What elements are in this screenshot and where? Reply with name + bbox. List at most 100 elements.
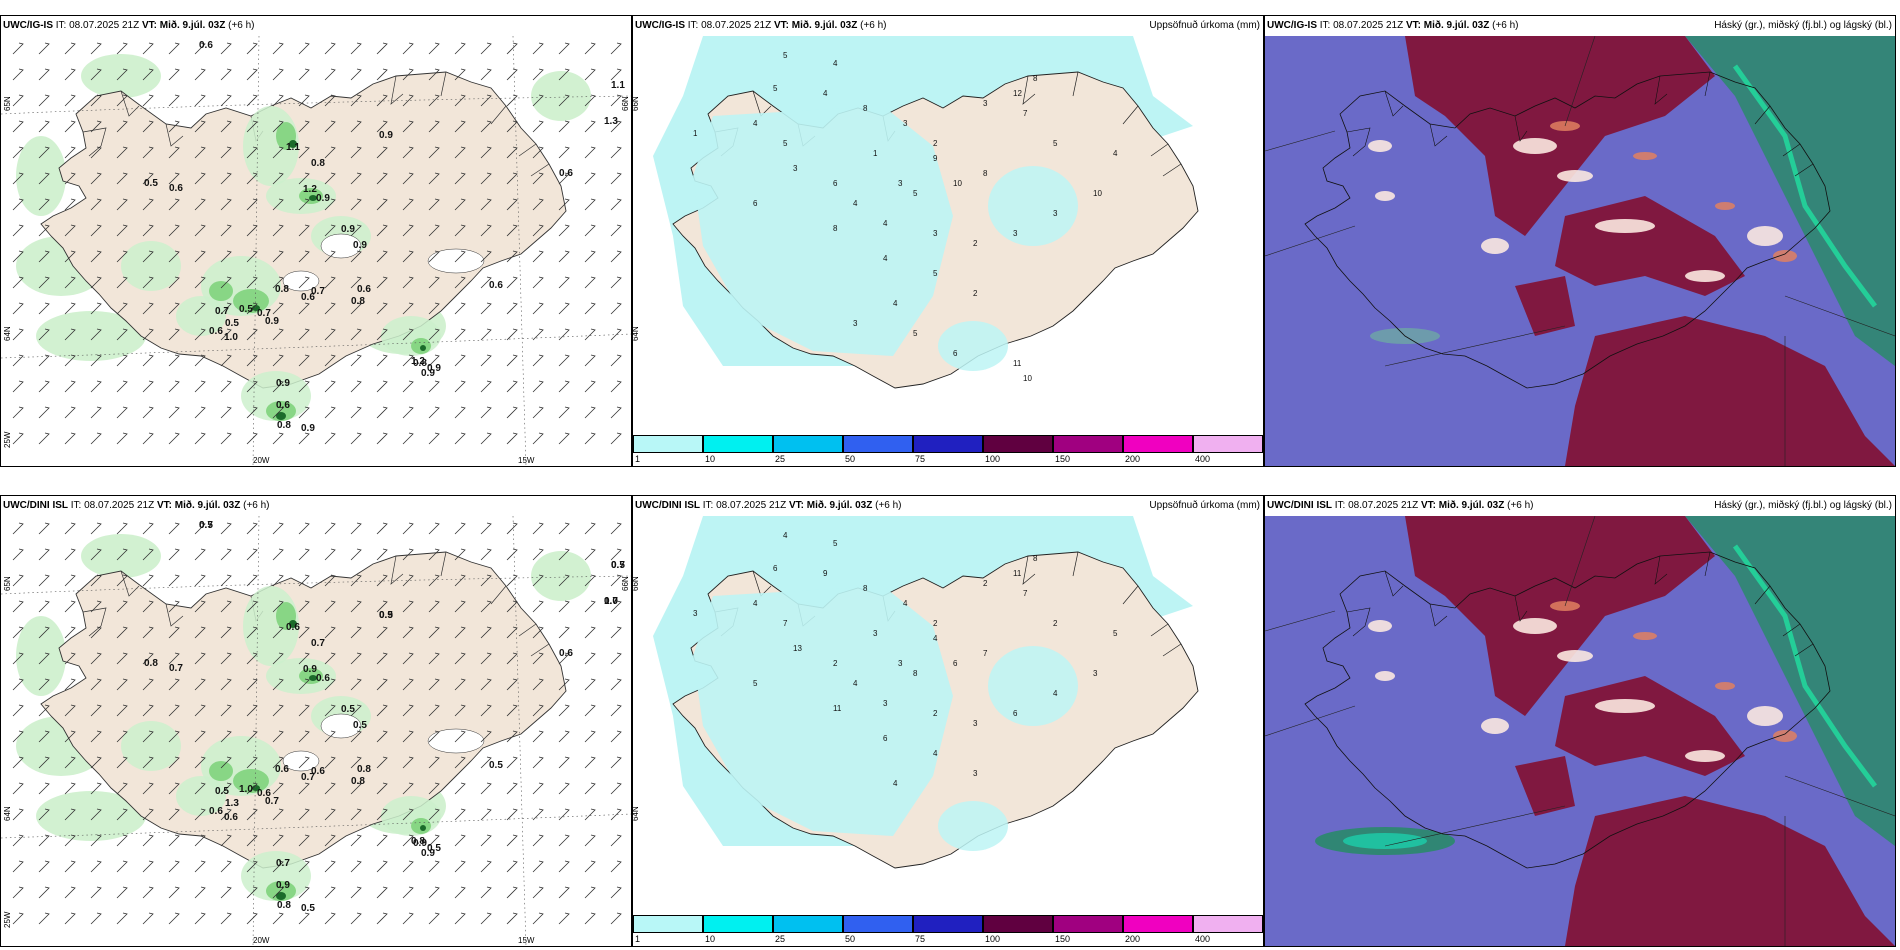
wind-barb (324, 912, 336, 925)
wind-barb (324, 198, 336, 211)
wind-barb (558, 834, 570, 847)
wind-barb (532, 406, 544, 419)
wind-barb (142, 652, 154, 665)
wind-barb (220, 522, 232, 535)
wind-barb (90, 354, 102, 367)
high-cloud-streak (1513, 138, 1557, 154)
precip-value-label: 9 (933, 154, 938, 163)
wind-barb (142, 68, 154, 81)
wind-value-label: 0.6 (199, 40, 213, 51)
wind-barb (168, 432, 180, 445)
wind-barb (246, 730, 258, 743)
wind-barb (506, 276, 518, 289)
wind-barb (246, 756, 258, 769)
wind-barb (298, 652, 310, 665)
precip-value-label: 4 (883, 219, 888, 228)
wind-barb (116, 600, 128, 613)
wind-barb (12, 146, 24, 159)
mid-cloud-area (1405, 36, 1715, 236)
panel-title: UWC/IG-IS IT: 08.07.2025 21Z VT: Mið. 9.… (635, 20, 887, 31)
wind-barb (350, 42, 362, 55)
wind-barb (558, 68, 570, 81)
wind-value-label: 0.6 (311, 766, 325, 777)
wind-barb (428, 886, 440, 899)
wind-barb (272, 574, 284, 587)
wind-barb (142, 380, 154, 393)
light-precip-area (531, 551, 591, 601)
wind-barb (194, 808, 206, 821)
precip-value-label: 8 (1033, 74, 1038, 83)
precip-value-label: 2 (933, 619, 938, 628)
wind-barb (324, 808, 336, 821)
wind-barb (402, 172, 414, 185)
wind-barb (194, 548, 206, 561)
wind-barb (454, 120, 466, 133)
wind-barb (480, 328, 492, 341)
colorbar-label: 100 (985, 934, 1001, 944)
wind-barb (12, 302, 24, 315)
wind-barb (142, 146, 154, 159)
wind-barb (376, 860, 388, 873)
wind-barb (168, 302, 180, 315)
wind-barb (350, 172, 362, 185)
wind-barb (376, 406, 388, 419)
high-cloud-band (1732, 64, 1877, 308)
wind-barb (298, 146, 310, 159)
colorbar-label: 400 (1195, 934, 1211, 944)
wind-value-label: 0.6 (224, 812, 238, 823)
wind-barb (428, 652, 440, 665)
wind-barb (376, 328, 388, 341)
wind-barb (194, 172, 206, 185)
colorbar-swatch (1193, 435, 1263, 453)
high-cloud-streak (1481, 718, 1509, 734)
wind-barb (64, 678, 76, 691)
wind-barb (168, 574, 180, 587)
wind-barb (402, 522, 414, 535)
wind-barb (428, 574, 440, 587)
colorbar-swatch (1123, 435, 1193, 453)
wind-barb (38, 146, 50, 159)
wind-barb (610, 120, 622, 133)
wind-barb (558, 276, 570, 289)
colorbar-label: 150 (1055, 454, 1071, 464)
wind-barb (220, 328, 232, 341)
wind-barb (168, 146, 180, 159)
wind-barb (454, 68, 466, 81)
wind-value-label: 0.5 (341, 704, 355, 715)
wind-barb (584, 756, 596, 769)
precip-value-label: 4 (783, 531, 788, 540)
wind-barb (298, 678, 310, 691)
wind-barb (376, 886, 388, 899)
wind-barb (376, 756, 388, 769)
precip-value-label: 5 (753, 679, 758, 688)
wind-barb (220, 198, 232, 211)
wind-value-label: 1.0 (224, 332, 238, 343)
wind-barb (220, 250, 232, 263)
wind-barb (142, 834, 154, 847)
wind-barb (506, 600, 518, 613)
wind-barb (532, 68, 544, 81)
wind-barb (584, 860, 596, 873)
wind-barb (194, 406, 206, 419)
wind-value-label: 0.9 (341, 224, 355, 235)
wind-barb (532, 912, 544, 925)
colorbar-label: 1 (635, 934, 641, 944)
wind-barb (324, 302, 336, 315)
wind-barb (168, 120, 180, 133)
wind-barb (610, 678, 622, 691)
wind-barb (532, 574, 544, 587)
precip-value-label: 1 (693, 129, 698, 138)
wind-barb (12, 652, 24, 665)
precip-value-label: 3 (903, 119, 908, 128)
wind-barb (298, 704, 310, 717)
wind-value-label: 0.7 (276, 858, 290, 869)
wind-barb (90, 406, 102, 419)
wind-barb (220, 276, 232, 289)
wind-barb (142, 432, 154, 445)
wind-barb (532, 302, 544, 315)
wind-barb (350, 302, 362, 315)
wind-barb (506, 120, 518, 133)
wind-value-label: 0.8 (275, 284, 289, 295)
wind-barb (428, 678, 440, 691)
wind-barb (350, 522, 362, 535)
